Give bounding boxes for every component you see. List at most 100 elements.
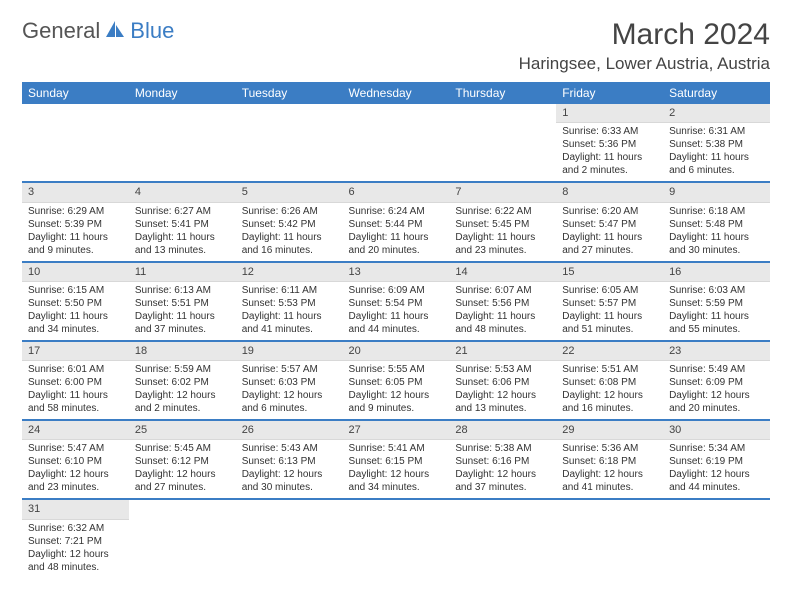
calendar-cell xyxy=(129,104,236,182)
day-line: and 48 minutes. xyxy=(455,323,550,336)
day-line: Sunset: 6:19 PM xyxy=(669,455,764,468)
day-line: Sunset: 5:38 PM xyxy=(669,138,764,151)
day-line: and 51 minutes. xyxy=(562,323,657,336)
day-line: and 9 minutes. xyxy=(28,244,123,257)
calendar-cell: 9Sunrise: 6:18 AMSunset: 5:48 PMDaylight… xyxy=(663,182,770,261)
day-line: Daylight: 12 hours xyxy=(242,468,337,481)
day-line: Sunrise: 5:59 AM xyxy=(135,363,230,376)
calendar-cell: 24Sunrise: 5:47 AMSunset: 6:10 PMDayligh… xyxy=(22,420,129,499)
calendar-cell: 21Sunrise: 5:53 AMSunset: 6:06 PMDayligh… xyxy=(449,341,556,420)
day-body xyxy=(449,122,556,180)
day-body xyxy=(556,519,663,577)
day-line: and 37 minutes. xyxy=(135,323,230,336)
day-header: Monday xyxy=(129,82,236,104)
day-line: Sunrise: 6:03 AM xyxy=(669,284,764,297)
day-line: Sunrise: 5:47 AM xyxy=(28,442,123,455)
day-line: Sunset: 6:00 PM xyxy=(28,376,123,389)
day-line: and 44 minutes. xyxy=(669,481,764,494)
day-number: 1 xyxy=(556,104,663,123)
day-line: Daylight: 11 hours xyxy=(349,310,444,323)
day-line: and 58 minutes. xyxy=(28,402,123,415)
day-line: Sunrise: 5:34 AM xyxy=(669,442,764,455)
day-number: 31 xyxy=(22,500,129,519)
day-line: Sunset: 6:16 PM xyxy=(455,455,550,468)
day-header: Friday xyxy=(556,82,663,104)
day-number: 6 xyxy=(343,183,450,202)
day-number: 23 xyxy=(663,342,770,361)
day-line: Sunset: 5:56 PM xyxy=(455,297,550,310)
day-line: and 23 minutes. xyxy=(28,481,123,494)
day-line: Sunset: 5:42 PM xyxy=(242,218,337,231)
calendar-cell: 30Sunrise: 5:34 AMSunset: 6:19 PMDayligh… xyxy=(663,420,770,499)
day-number xyxy=(449,104,556,122)
day-number: 18 xyxy=(129,342,236,361)
day-header: Wednesday xyxy=(343,82,450,104)
calendar-cell: 14Sunrise: 6:07 AMSunset: 5:56 PMDayligh… xyxy=(449,262,556,341)
day-line: and 20 minutes. xyxy=(349,244,444,257)
day-number: 25 xyxy=(129,421,236,440)
calendar-cell: 4Sunrise: 6:27 AMSunset: 5:41 PMDaylight… xyxy=(129,182,236,261)
day-line: Daylight: 11 hours xyxy=(242,310,337,323)
day-number: 28 xyxy=(449,421,556,440)
day-line: Daylight: 12 hours xyxy=(28,468,123,481)
day-line: and 16 minutes. xyxy=(562,402,657,415)
day-line: Daylight: 11 hours xyxy=(28,389,123,402)
day-body xyxy=(129,519,236,577)
day-body: Sunrise: 6:09 AMSunset: 5:54 PMDaylight:… xyxy=(343,282,450,340)
day-body xyxy=(236,519,343,577)
calendar-cell: 1Sunrise: 6:33 AMSunset: 5:36 PMDaylight… xyxy=(556,104,663,182)
day-line: Sunrise: 5:51 AM xyxy=(562,363,657,376)
day-line: Sunset: 6:15 PM xyxy=(349,455,444,468)
day-header: Tuesday xyxy=(236,82,343,104)
day-line: Daylight: 12 hours xyxy=(455,389,550,402)
calendar-cell xyxy=(449,104,556,182)
day-number: 9 xyxy=(663,183,770,202)
day-body: Sunrise: 6:01 AMSunset: 6:00 PMDaylight:… xyxy=(22,361,129,419)
day-line: and 41 minutes. xyxy=(242,323,337,336)
day-line: and 30 minutes. xyxy=(242,481,337,494)
day-body: Sunrise: 6:32 AMSunset: 7:21 PMDaylight:… xyxy=(22,520,129,578)
day-line: Sunset: 5:51 PM xyxy=(135,297,230,310)
calendar-cell xyxy=(343,499,450,577)
calendar-cell xyxy=(663,499,770,577)
day-line: and 34 minutes. xyxy=(349,481,444,494)
day-line: Sunrise: 6:33 AM xyxy=(562,125,657,138)
day-line: Sunrise: 6:01 AM xyxy=(28,363,123,376)
day-body: Sunrise: 5:57 AMSunset: 6:03 PMDaylight:… xyxy=(236,361,343,419)
calendar-cell: 17Sunrise: 6:01 AMSunset: 6:00 PMDayligh… xyxy=(22,341,129,420)
day-line: Sunset: 6:18 PM xyxy=(562,455,657,468)
day-line: and 2 minutes. xyxy=(562,164,657,177)
calendar-cell: 2Sunrise: 6:31 AMSunset: 5:38 PMDaylight… xyxy=(663,104,770,182)
day-number: 8 xyxy=(556,183,663,202)
day-line: Sunrise: 5:43 AM xyxy=(242,442,337,455)
day-line: and 23 minutes. xyxy=(455,244,550,257)
day-line: Sunset: 5:36 PM xyxy=(562,138,657,151)
day-body: Sunrise: 5:59 AMSunset: 6:02 PMDaylight:… xyxy=(129,361,236,419)
calendar-cell: 29Sunrise: 5:36 AMSunset: 6:18 PMDayligh… xyxy=(556,420,663,499)
calendar-row: 1Sunrise: 6:33 AMSunset: 5:36 PMDaylight… xyxy=(22,104,770,182)
day-number xyxy=(449,500,556,518)
day-line: Daylight: 12 hours xyxy=(562,389,657,402)
day-line: Daylight: 12 hours xyxy=(135,468,230,481)
day-line: Sunrise: 6:26 AM xyxy=(242,205,337,218)
calendar-row: 24Sunrise: 5:47 AMSunset: 6:10 PMDayligh… xyxy=(22,420,770,499)
calendar-row: 10Sunrise: 6:15 AMSunset: 5:50 PMDayligh… xyxy=(22,262,770,341)
day-number: 11 xyxy=(129,263,236,282)
day-line: and 27 minutes. xyxy=(562,244,657,257)
day-line: Daylight: 12 hours xyxy=(562,468,657,481)
day-header-row: Sunday Monday Tuesday Wednesday Thursday… xyxy=(22,82,770,104)
header: General Blue March 2024 Haringsee, Lower… xyxy=(22,18,770,74)
day-body: Sunrise: 6:29 AMSunset: 5:39 PMDaylight:… xyxy=(22,203,129,261)
day-body: Sunrise: 6:27 AMSunset: 5:41 PMDaylight:… xyxy=(129,203,236,261)
day-line: and 30 minutes. xyxy=(669,244,764,257)
calendar-table: Sunday Monday Tuesday Wednesday Thursday… xyxy=(22,82,770,578)
day-line: Daylight: 11 hours xyxy=(669,231,764,244)
day-number: 4 xyxy=(129,183,236,202)
day-line: Daylight: 12 hours xyxy=(669,389,764,402)
day-line: and 2 minutes. xyxy=(135,402,230,415)
day-body: Sunrise: 6:22 AMSunset: 5:45 PMDaylight:… xyxy=(449,203,556,261)
day-body xyxy=(236,122,343,180)
calendar-cell: 6Sunrise: 6:24 AMSunset: 5:44 PMDaylight… xyxy=(343,182,450,261)
day-line: Sunrise: 6:13 AM xyxy=(135,284,230,297)
day-body: Sunrise: 6:18 AMSunset: 5:48 PMDaylight:… xyxy=(663,203,770,261)
